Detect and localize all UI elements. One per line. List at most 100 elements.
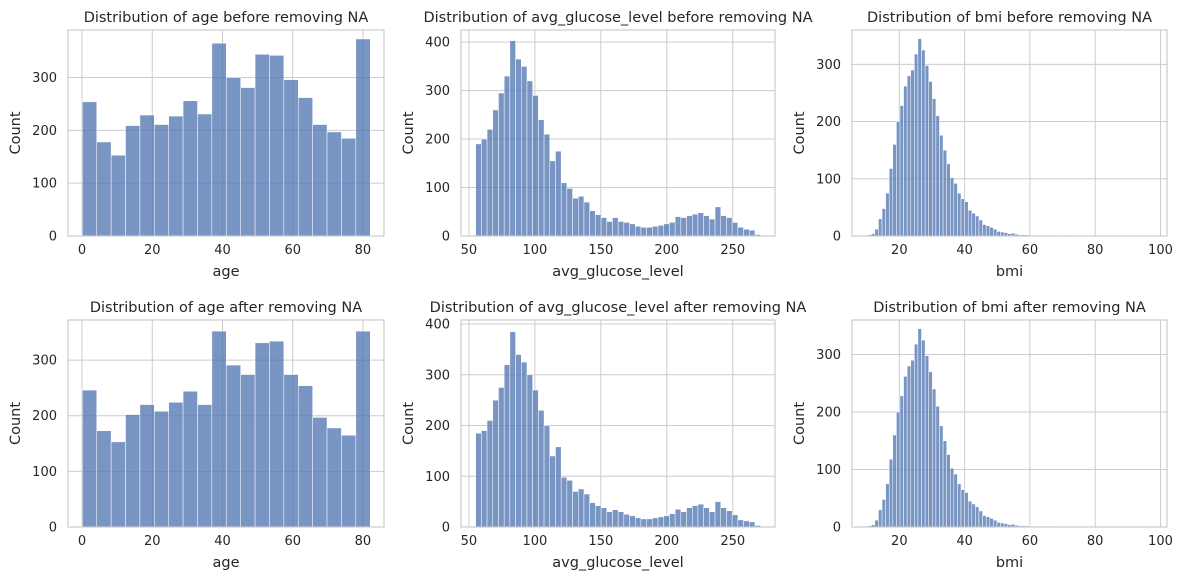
histogram-bar (932, 388, 937, 528)
y-tick-label: 0 (442, 230, 450, 245)
histogram-bar (967, 210, 973, 237)
histogram-bar (560, 477, 568, 528)
x-tick-label: 100 (1148, 243, 1173, 258)
histogram-bar (674, 216, 682, 237)
histogram-bar (663, 223, 670, 237)
chart-panel-2: 50 100 150 200 250 0 100 200 300 400 Distribution … (401, 10, 813, 280)
histogram-bar (606, 221, 613, 237)
histogram-bar (896, 411, 901, 528)
histogram-bar (910, 360, 915, 528)
histogram-bar (589, 210, 596, 237)
histogram-bar (538, 410, 545, 528)
histogram-bar (896, 121, 901, 237)
histogram-bar (298, 385, 313, 528)
histogram-bar (924, 65, 929, 237)
histogram-bar (935, 115, 940, 237)
histogram-bar (967, 500, 973, 528)
histogram-bar (595, 214, 602, 237)
histogram-bar (326, 427, 342, 528)
histogram-bar (903, 85, 908, 237)
x-tick-label: 150 (588, 534, 613, 549)
axes-frame (851, 29, 1168, 237)
axes-frame (460, 319, 776, 528)
histogram-bar (692, 213, 699, 237)
histogram-bar (686, 507, 693, 528)
histogram-bar (697, 212, 704, 237)
histogram-bar (731, 514, 739, 528)
histogram-bar (526, 374, 533, 528)
y-tick-label: 400 (425, 318, 450, 333)
histogram-bar (910, 69, 915, 237)
histogram-bar (515, 354, 522, 528)
histogram-bar (572, 197, 579, 237)
histogram-bar (709, 511, 716, 528)
histogram-bar (486, 420, 494, 528)
x-tick-label: 80 (1087, 243, 1104, 258)
histogram-bar (950, 177, 955, 237)
y-tick-label: 100 (32, 177, 57, 192)
y-tick-label: 300 (816, 348, 841, 363)
histogram-bar (640, 518, 647, 528)
histogram-bar (657, 516, 665, 528)
histogram-bar (503, 75, 511, 237)
histogram-bar (283, 374, 299, 528)
histogram-bar (888, 168, 894, 237)
histogram-bar (96, 430, 112, 528)
x-axis-label: age (212, 264, 239, 280)
histogram-bar (154, 124, 169, 237)
histogram-bar (726, 217, 733, 237)
histogram-bar (526, 80, 533, 237)
histogram-bar (623, 514, 630, 528)
histogram-bar (254, 342, 270, 528)
y-tick-label: 200 (425, 133, 450, 148)
histogram-bar (82, 101, 97, 237)
histogram-bar (714, 501, 721, 528)
x-tick-label: 200 (654, 534, 679, 549)
histogram-bar (697, 503, 704, 528)
histogram-bar (975, 215, 980, 237)
y-tick-label: 200 (32, 124, 57, 139)
histogram-bar (989, 227, 994, 237)
histogram-bar (928, 371, 933, 528)
histogram-bar (975, 506, 980, 528)
histogram-bar (1000, 522, 1005, 528)
histogram-bar (964, 492, 969, 528)
histogram-bar (600, 507, 608, 528)
histogram-bar (942, 149, 947, 237)
histogram-bar (578, 196, 585, 237)
histogram-bar (978, 219, 983, 237)
histogram-bar (600, 217, 608, 237)
histogram-bar (555, 446, 562, 528)
histogram-bar (964, 201, 969, 237)
histogram-bar (269, 340, 285, 528)
chart-title: Distribution of avg_glucose_level after … (430, 300, 807, 316)
chart-panel-4: 0 20 40 60 80 0 100 200 300 Distribution of age a… (8, 300, 385, 571)
x-axis-label: age (212, 555, 239, 571)
histogram-bar (874, 519, 879, 528)
histogram-bar (663, 515, 670, 528)
histogram-bar (606, 511, 613, 528)
histogram-bar (312, 124, 328, 237)
histogram-bar (978, 510, 983, 528)
histogram-bar (211, 42, 227, 237)
x-tick-label: 0 (78, 534, 86, 549)
histogram-bar (110, 441, 126, 528)
histogram-bar (254, 54, 270, 237)
histogram-bar (917, 328, 922, 528)
x-tick-label: 50 (461, 534, 478, 549)
histogram-bar (549, 455, 556, 528)
histogram-bar (748, 229, 756, 237)
x-tick-label: 40 (214, 534, 231, 549)
histogram-bar (917, 38, 922, 237)
histogram-bar (486, 129, 494, 237)
y-tick-label: 0 (49, 521, 57, 536)
y-tick-label: 0 (442, 521, 450, 536)
histogram-bar (674, 508, 682, 528)
histogram-bar (720, 215, 727, 237)
histogram-bar (226, 364, 241, 528)
histogram-bar (110, 154, 126, 237)
histogram-bar (312, 417, 328, 528)
x-tick-label: 100 (522, 243, 547, 258)
histogram-bar (640, 227, 647, 237)
histogram-bar (578, 488, 585, 528)
